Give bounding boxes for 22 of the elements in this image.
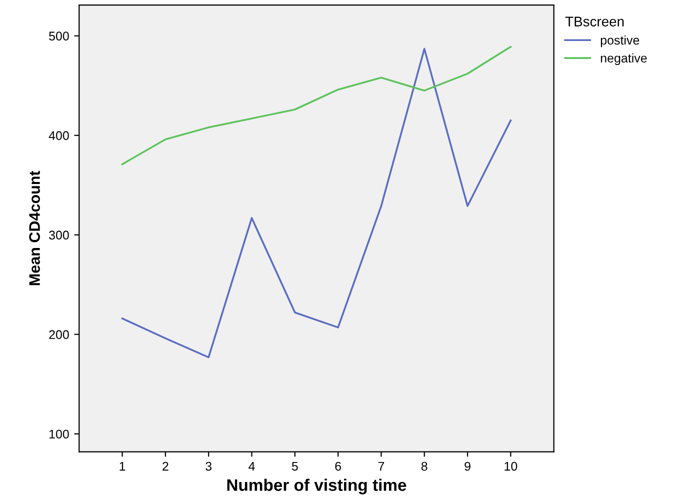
y-tick-label: 300 bbox=[49, 230, 69, 240]
x-tick-label: 10 bbox=[504, 462, 518, 471]
x-tick-label: 3 bbox=[206, 462, 212, 471]
x-tick-label: 9 bbox=[464, 462, 470, 471]
legend-label: negative bbox=[600, 53, 647, 66]
line-series bbox=[121, 46, 512, 166]
y-tick-label: 200 bbox=[49, 330, 69, 340]
y-tick-label: 100 bbox=[49, 430, 69, 439]
x-tick-label: 6 bbox=[335, 462, 341, 471]
y-tick-label: 500 bbox=[49, 32, 69, 41]
line-series bbox=[121, 48, 512, 358]
y-axis-title: Mean CD4count bbox=[29, 170, 40, 286]
x-tick-label: 7 bbox=[378, 462, 384, 471]
y-tick-label: 400 bbox=[48, 131, 69, 140]
x-tick-label: 5 bbox=[292, 462, 298, 471]
x-tick-label: 2 bbox=[162, 462, 168, 471]
x-tick-label: 4 bbox=[248, 462, 255, 471]
x-tick-label: 8 bbox=[421, 462, 428, 471]
x-axis-title: Number of visting time bbox=[227, 478, 406, 494]
legend-title: TBscreen bbox=[565, 16, 624, 26]
legend-label: postive bbox=[600, 35, 640, 48]
x-tick-label: 1 bbox=[120, 462, 126, 471]
